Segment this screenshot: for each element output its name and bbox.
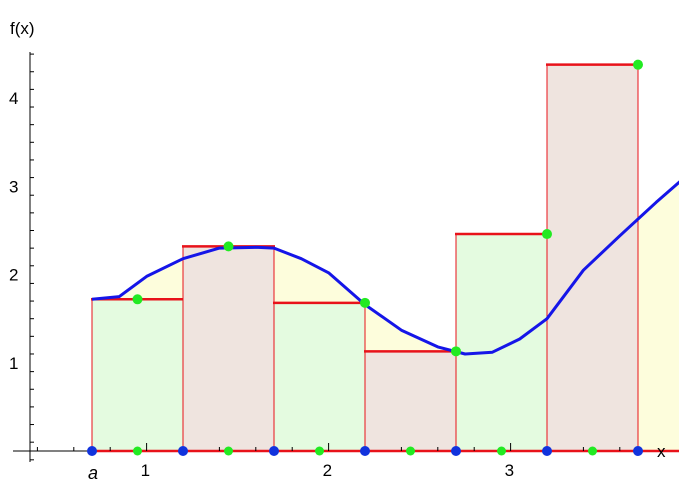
endpoint-label-a: a [88, 463, 98, 483]
riemann-rectangle [365, 351, 456, 451]
sample-point-axis [588, 446, 597, 456]
sample-point-curve [542, 229, 552, 240]
dots-layer [87, 59, 643, 456]
riemann-rectangle [274, 302, 365, 451]
partition-point [542, 446, 552, 456]
x-tick-label: 1 [141, 461, 150, 480]
sample-point-axis [133, 446, 142, 456]
y-tick-label: 1 [9, 354, 18, 373]
sample-point-curve [223, 241, 234, 252]
riemann-rectangle [92, 299, 183, 451]
partition-point [269, 446, 279, 456]
function-curve [91, 180, 679, 356]
x-axis-label: x [657, 442, 666, 461]
riemann-rectangle [183, 246, 274, 451]
x-tick-label: 2 [323, 461, 332, 480]
text-layer: f(x) x 12341234ab [9, 19, 666, 483]
y-axis-label: f(x) [10, 19, 35, 38]
partition-point [451, 446, 461, 456]
partition-point [178, 446, 188, 456]
x-tick-label: 3 [505, 461, 514, 480]
riemann-rectangle [456, 234, 547, 451]
sample-point-curve [132, 294, 143, 305]
curve-layer [91, 180, 679, 356]
rectangles-layer [91, 63, 639, 452]
sample-point-curve [451, 346, 461, 357]
partition-point [360, 446, 370, 456]
riemann-rectangle [547, 64, 638, 452]
y-tick-label: 2 [9, 266, 18, 285]
sample-point-curve [360, 297, 370, 308]
sample-point-axis [497, 446, 506, 456]
sample-point-curve [633, 59, 643, 70]
partition-point [87, 446, 97, 456]
sample-point-axis [406, 446, 415, 456]
partition-point [633, 446, 643, 456]
y-tick-label: 3 [9, 177, 18, 196]
sample-point-axis [224, 446, 233, 456]
y-tick-label: 4 [9, 89, 18, 108]
sample-point-axis [315, 446, 324, 456]
